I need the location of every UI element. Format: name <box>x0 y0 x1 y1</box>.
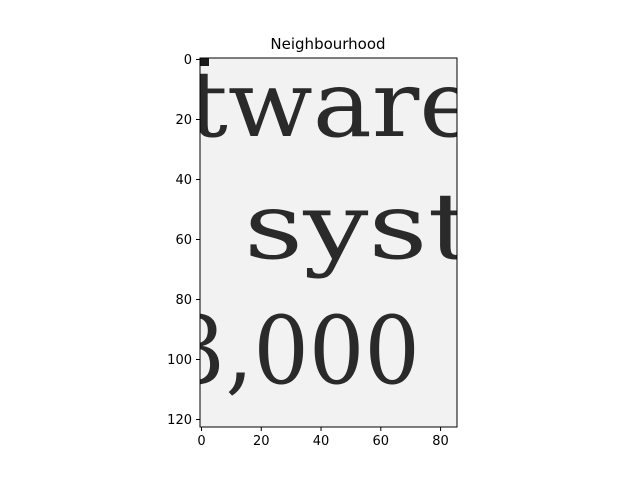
image-text-line-1: tware <box>188 51 478 158</box>
chart-title: Neighbourhood <box>270 35 385 53</box>
x-tick-label: 0 <box>197 434 205 449</box>
y-tick-label: 120 <box>167 413 192 428</box>
y-tick-label: 60 <box>175 233 192 248</box>
y-tick-label: 0 <box>184 53 192 68</box>
x-tick-label: 60 <box>373 434 390 449</box>
x-tick-label: 80 <box>432 434 449 449</box>
y-axis: 0 20 40 60 80 100 120 <box>167 53 200 428</box>
y-tick-label: 80 <box>175 293 192 308</box>
y-tick-label: 100 <box>167 353 192 368</box>
image-background <box>200 58 457 427</box>
axes-frame <box>199 57 458 428</box>
y-tick-label: 20 <box>175 113 192 128</box>
y-tick-label: 40 <box>175 173 192 188</box>
image-text-line-3: 3,000 <box>170 297 420 406</box>
image-corner-mark <box>200 58 209 66</box>
x-axis: 0 20 40 60 80 <box>197 427 449 449</box>
image-area: tware syst 3,000 <box>170 51 478 427</box>
image-text-line-2: syst <box>244 173 474 280</box>
x-tick-label: 40 <box>313 434 330 449</box>
x-tick-label: 20 <box>253 434 270 449</box>
